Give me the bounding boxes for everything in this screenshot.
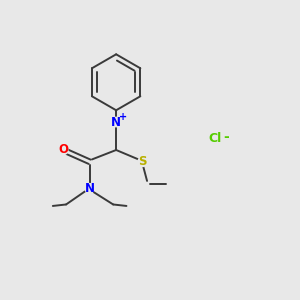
- Text: +: +: [118, 112, 127, 122]
- Circle shape: [85, 184, 94, 193]
- Text: -: -: [223, 130, 229, 144]
- Text: S: S: [138, 155, 147, 168]
- Circle shape: [58, 145, 68, 155]
- Text: N: N: [85, 182, 94, 195]
- Text: N: N: [111, 116, 121, 128]
- Circle shape: [138, 157, 147, 167]
- Circle shape: [111, 117, 121, 127]
- Text: O: O: [58, 143, 68, 157]
- Text: Cl: Cl: [208, 132, 221, 145]
